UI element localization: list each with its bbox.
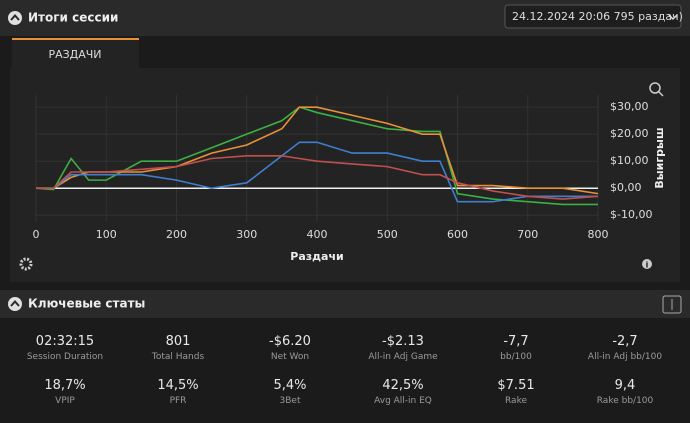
chevron (10, 299, 20, 307)
stat-value: $7.51 (497, 378, 535, 393)
x-tick-label: 400 (307, 228, 328, 241)
stat-value: 18,7% (44, 378, 86, 393)
x-tick-label: 100 (96, 228, 117, 241)
x-tick-label: 600 (447, 228, 468, 241)
y-axis-label: Выигрыш (653, 127, 666, 188)
x-tick-label: 700 (517, 228, 538, 241)
dropdown-arrow (668, 14, 678, 21)
x-tick-label: 200 (166, 228, 187, 241)
stat-label: Total Hands (151, 352, 205, 362)
stats-header-bar (0, 290, 690, 318)
stat: 801 Total Hands (122, 334, 234, 362)
x-tick-label: 500 (377, 228, 398, 241)
stat-value: -$2.13 (382, 334, 424, 349)
settings-icon[interactable] (19, 257, 33, 271)
stat: -2,7 All-in Adj bb/100 (569, 334, 681, 362)
chevron (10, 13, 20, 21)
y-tick-label: $0,00 (610, 181, 642, 194)
stat-label: Net Won (270, 352, 310, 362)
stat: 02:32:15 Session Duration (9, 334, 121, 362)
stat: $7.51 Rake (460, 378, 572, 406)
x-tick-label: 800 (588, 228, 609, 241)
x-tick-label: 300 (236, 228, 257, 241)
series-line (36, 154, 599, 200)
y-tick-label: $10,00 (610, 154, 649, 167)
stat: 42,5% Avg All-in EQ (347, 378, 459, 406)
stat: 5,4% 3Bet (234, 378, 346, 406)
stat-label: VPIP (55, 396, 75, 406)
tab-indicator (12, 38, 139, 40)
stat: 18,7% VPIP (9, 378, 121, 406)
x-tick-label: 0 (33, 228, 40, 241)
stat-label: Session Duration (26, 352, 104, 362)
header-title: Итоги сессии (28, 11, 118, 25)
stat-value: 02:32:15 (35, 334, 95, 349)
stat-value: -7,7 (503, 334, 529, 349)
stats-collapse-icon[interactable] (8, 297, 22, 311)
tab[interactable] (12, 38, 139, 68)
stat: -7,7 bb/100 (460, 334, 572, 362)
stat: -$6.20 Net Won (234, 334, 346, 362)
layout-toggle[interactable] (662, 295, 682, 314)
stat-label: Rake bb/100 (596, 396, 654, 406)
x-axis-label: Раздачи (290, 250, 343, 263)
stat-label: bb/100 (500, 352, 532, 362)
stat-label: All-in Adj Game (368, 352, 438, 362)
y-tick-label: $-10,00 (610, 208, 652, 221)
stats-title: Ключевые статы (28, 297, 145, 311)
tab-label: РАЗДАЧИ (48, 48, 101, 61)
info-glyph: i (646, 261, 649, 270)
stat-value: -$6.20 (269, 334, 311, 349)
series-line (36, 141, 598, 203)
stat-label: PFR (169, 396, 187, 406)
y-tick-label: $30,00 (610, 100, 649, 113)
stat-label: 3Bet (279, 396, 301, 406)
stat-label: Avg All-in EQ (374, 396, 432, 406)
y-tick-label: $20,00 (610, 127, 649, 140)
zoom-icon[interactable] (649, 82, 661, 94)
stat-value: 42,5% (382, 378, 424, 393)
stat: 9,4 Rake bb/100 (569, 378, 681, 406)
stat-value: 801 (165, 334, 191, 349)
info-icon[interactable] (642, 259, 652, 269)
stat-label: All-in Adj bb/100 (587, 352, 663, 362)
stat-label: Rake (505, 396, 527, 406)
stat-value: 5,4% (273, 378, 307, 393)
session-select[interactable] (504, 4, 682, 29)
session-select-text: 24.12.2024 20:06 795 раздач) (512, 10, 683, 23)
stat-value: 9,4 (614, 378, 636, 393)
stat-value: 14,5% (157, 378, 199, 393)
collapse-icon[interactable] (8, 11, 22, 25)
stat: -$2.13 All-in Adj Game (347, 334, 459, 362)
stat: 14,5% PFR (122, 378, 234, 406)
stat-value: -2,7 (612, 334, 638, 349)
zoom-handle (658, 91, 664, 97)
